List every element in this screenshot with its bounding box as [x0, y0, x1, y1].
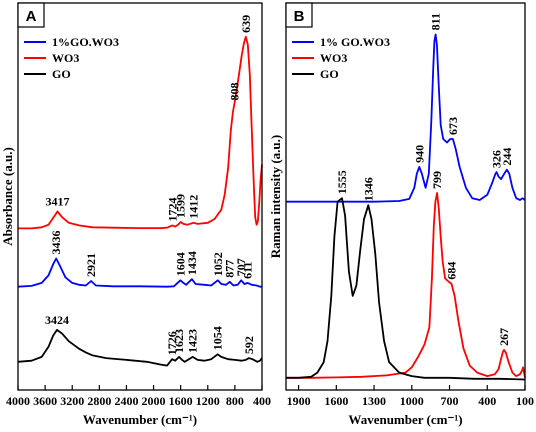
- peak-label: 244: [500, 148, 514, 166]
- peak-label: 326: [490, 150, 504, 168]
- peak-label: 1052: [211, 252, 225, 276]
- peak-label: 673: [446, 117, 460, 135]
- legend-entry: WO3: [320, 51, 347, 65]
- peak-label: 1555: [335, 170, 349, 194]
- peak-label: 799: [430, 171, 444, 189]
- series-line-WO3: [286, 192, 526, 379]
- peak-label: 3436: [49, 230, 63, 254]
- legend-entry: 1%GO.WO3: [52, 35, 119, 49]
- x-tick-label: 400: [253, 394, 271, 408]
- x-axis-label: Wavenumber (cm⁻¹): [83, 412, 197, 427]
- legend-entry: GO: [320, 67, 339, 81]
- series-line-GO: [286, 197, 526, 381]
- y-axis-label: Absorbance (a.u.): [0, 147, 15, 246]
- peak-label: 592: [242, 336, 256, 354]
- x-axis-label: Wavenumber (cm⁻¹): [348, 412, 462, 427]
- peak-label: 1599: [174, 194, 188, 218]
- panel-a: 4000 3600 3200 2800 2400 2000 1600 1200 800 400 Wa…: [0, 2, 271, 427]
- x-tick-label: 1300: [362, 394, 386, 408]
- y-axis-label: Raman intensity (a.u.): [268, 135, 283, 259]
- x-tick-label: 1000: [400, 394, 424, 408]
- peak-label: 1346: [361, 177, 375, 201]
- x-tick-label: 1600: [324, 394, 348, 408]
- series-line-1%GO.WO3: [17, 257, 262, 288]
- peak-label: 1434: [185, 251, 199, 275]
- legend-entry: WO3: [52, 51, 79, 65]
- legend-entry: GO: [52, 67, 71, 81]
- peak-label: 1623: [172, 329, 186, 353]
- x-tick-label: 1200: [196, 394, 220, 408]
- x-tick-label: 400: [478, 394, 496, 408]
- panel-b: 1900 1600 1300 1000 700 400 100 Wavenumber (cm⁻…: [268, 2, 534, 427]
- x-tick-label: 3200: [60, 394, 84, 408]
- peak-label: 1054: [211, 326, 225, 350]
- panel-label-box: [17, 2, 45, 28]
- plot-frame: [17, 2, 263, 391]
- x-tick-label: 1900: [287, 394, 311, 408]
- peak-label: 267: [497, 328, 511, 346]
- peak-label: 639: [239, 15, 253, 33]
- peak-label: 877: [223, 260, 237, 278]
- x-tick-label: 3600: [33, 394, 57, 408]
- x-tick-label: 700: [441, 394, 459, 408]
- x-tick-label: 2400: [114, 394, 138, 408]
- panel-label: B: [294, 8, 305, 25]
- panel-label: A: [26, 8, 37, 25]
- peak-label: 707: [234, 258, 248, 276]
- x-tick-label: 1600: [169, 394, 193, 408]
- peak-label: 940: [412, 145, 426, 163]
- peak-label: 611: [241, 262, 255, 279]
- peak-label: 808: [227, 82, 241, 100]
- x-tick-label: 4000: [6, 394, 30, 408]
- peak-label: 1412: [186, 195, 200, 219]
- peak-label: 3417: [46, 195, 70, 209]
- peak-label: 684: [445, 262, 459, 280]
- peak-label: 1724: [165, 197, 179, 221]
- peak-label: 1423: [186, 329, 200, 353]
- peak-label: 811: [429, 13, 443, 30]
- series-line-WO3: [18, 35, 263, 230]
- series-line-GO: [17, 329, 263, 367]
- x-tick-label: 800: [226, 394, 244, 408]
- plot-frame: [285, 2, 526, 391]
- legend-entry: 1% GO.WO3: [320, 35, 390, 49]
- panel-label-box: [285, 2, 313, 28]
- peak-label: 3424: [45, 313, 69, 327]
- x-tick-label: 2000: [142, 394, 166, 408]
- peak-label: 1604: [173, 252, 187, 276]
- x-tick-label: 100: [516, 394, 534, 408]
- peak-label: 1726: [165, 331, 179, 355]
- x-tick-label: 2800: [87, 394, 111, 408]
- peak-label: 2921: [84, 253, 98, 277]
- series-line-1% GO.WO3: [286, 33, 526, 203]
